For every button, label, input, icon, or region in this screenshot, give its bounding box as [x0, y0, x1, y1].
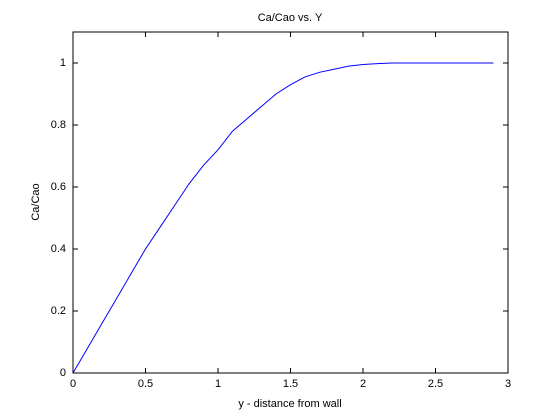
y-tick-label: 1	[60, 57, 66, 69]
x-tick-label: 0	[70, 378, 76, 390]
chart-title: Ca/Cao vs. Y	[258, 12, 323, 24]
y-axis-label: Ca/Cao	[30, 183, 42, 220]
x-tick-label: 1	[215, 378, 221, 390]
x-tick-label: 0.5	[138, 378, 153, 390]
x-tick-label: 3	[505, 378, 511, 390]
x-tick-label: 2.5	[428, 378, 443, 390]
x-tick-label: 2	[360, 378, 366, 390]
y-tick-label: 0.4	[51, 243, 66, 255]
x-axis-label: y - distance from wall	[238, 398, 341, 410]
data-line	[72, 62, 494, 374]
y-tick-label: 0.2	[51, 305, 66, 317]
x-tick-label: 1.5	[283, 378, 298, 390]
plot-area	[72, 31, 509, 374]
y-tick-label: 0	[60, 367, 66, 379]
y-tick-label: 0.8	[51, 119, 66, 131]
y-tick-label: 0.6	[51, 181, 66, 193]
